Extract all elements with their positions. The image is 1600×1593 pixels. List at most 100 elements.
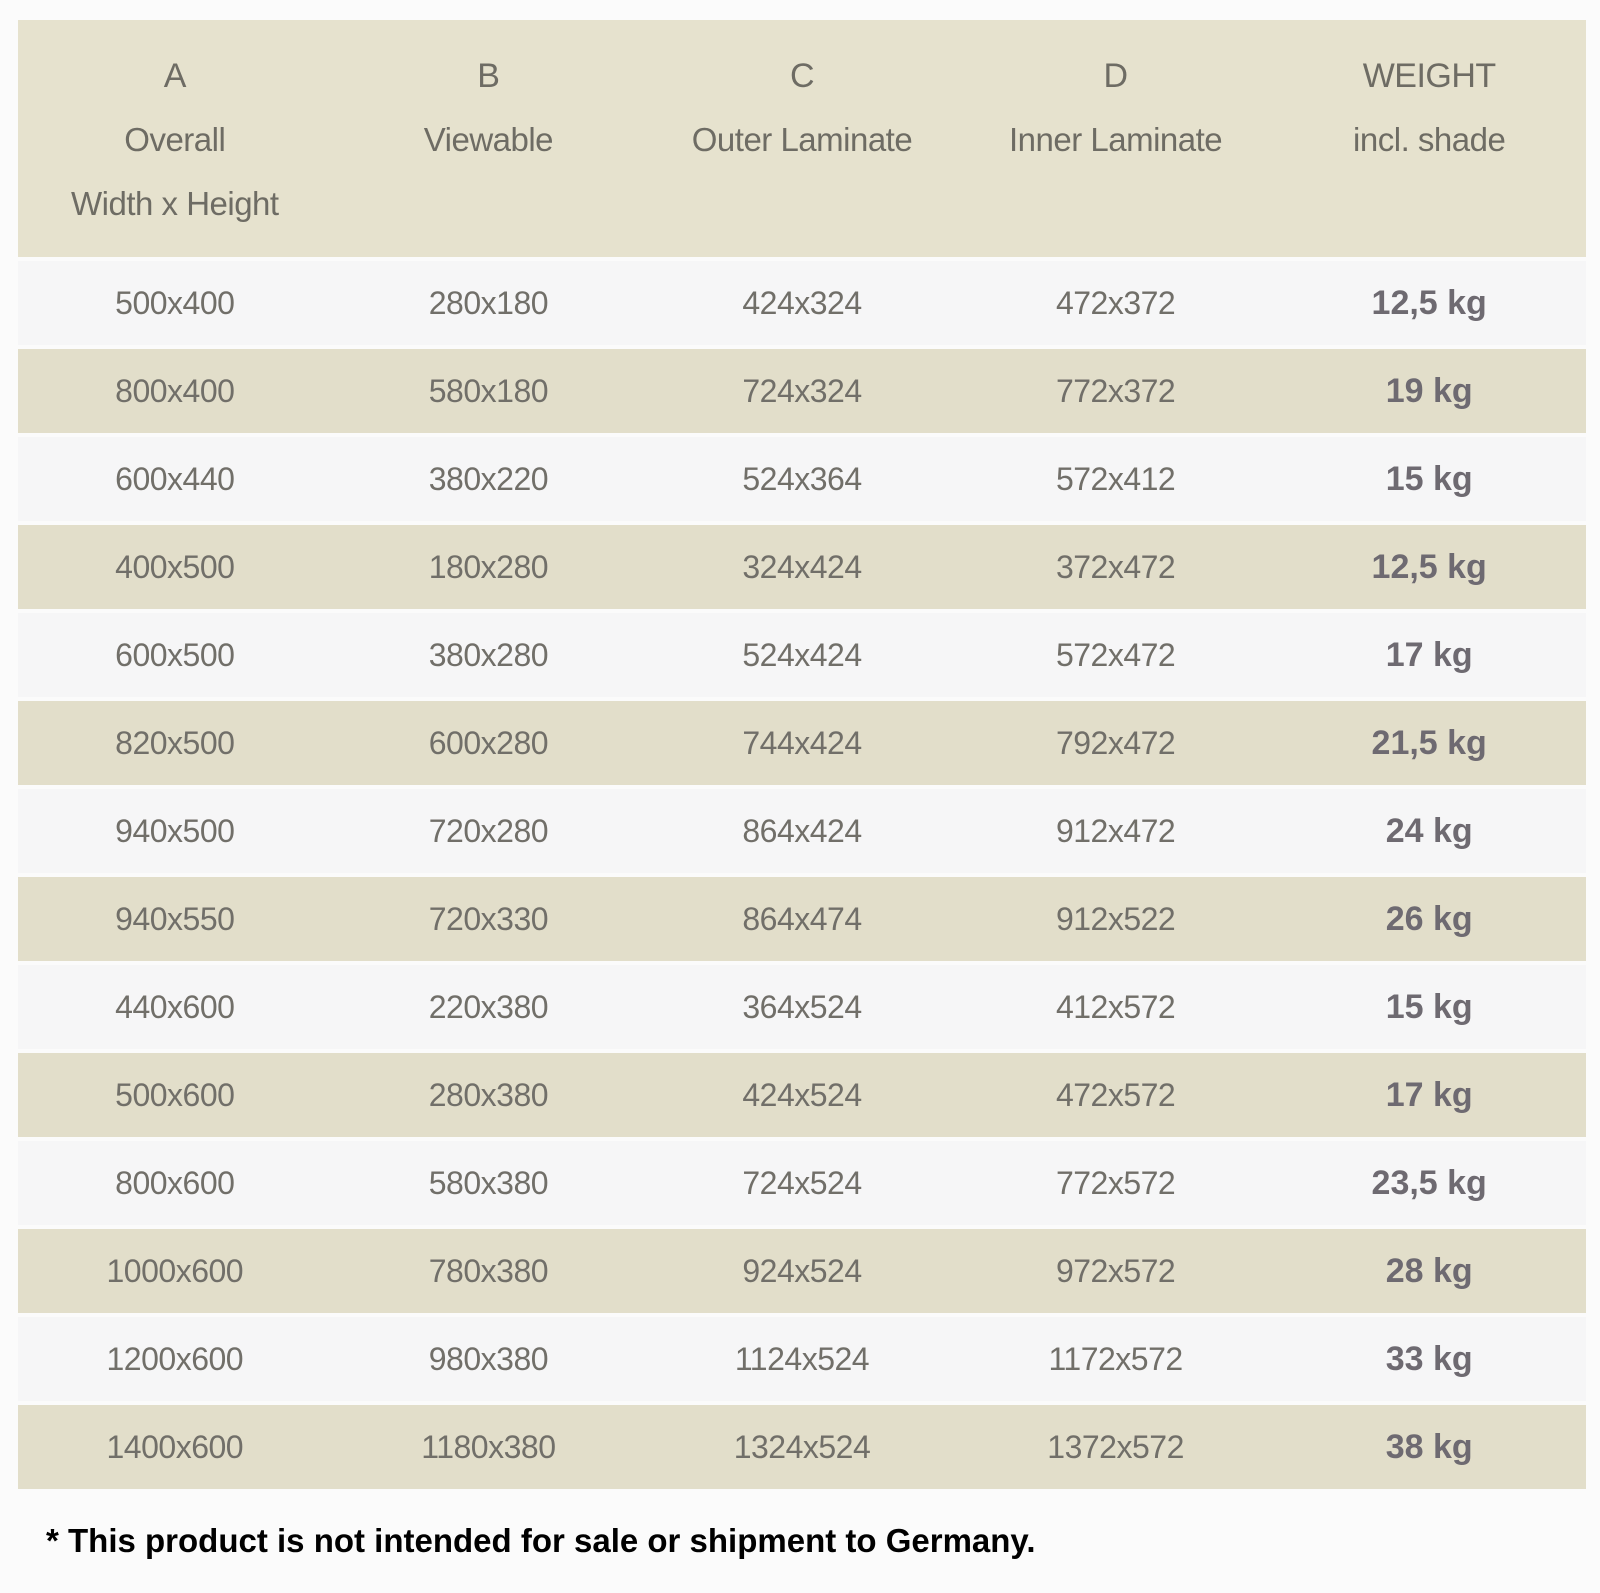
dimension-cell: 600x500 xyxy=(18,613,332,697)
dimension-cell: 1324x524 xyxy=(645,1405,959,1489)
dimension-cell: 572x472 xyxy=(958,613,1273,697)
table-header: A Overall Width x Height B Viewable C Ou… xyxy=(18,20,1586,257)
column-letter: WEIGHT xyxy=(1362,57,1496,95)
column-label: Outer Laminate xyxy=(691,121,913,158)
dimension-cell: 324x424 xyxy=(645,525,959,609)
table-row: 440x600 220x380 364x524 412x572 15 kg xyxy=(18,965,1586,1049)
table-row: 400x500 180x280 324x424 372x472 12,5 kg xyxy=(18,525,1586,609)
column-label: incl. shade xyxy=(1353,121,1506,158)
column-header-weight: WEIGHT incl. shade xyxy=(1272,20,1586,257)
dimension-cell: 720x330 xyxy=(331,877,646,961)
dimension-cell: 364x524 xyxy=(645,965,959,1049)
dimension-cell: 472x372 xyxy=(958,261,1273,345)
dimension-cell: 940x550 xyxy=(18,877,332,961)
dimension-cell: 500x400 xyxy=(18,261,332,345)
weight-cell: 33 kg xyxy=(1272,1317,1586,1401)
table-row: 940x550 720x330 864x474 912x522 26 kg xyxy=(18,877,1586,961)
weight-cell: 28 kg xyxy=(1272,1229,1586,1313)
weight-cell: 26 kg xyxy=(1272,877,1586,961)
table-row: 600x440 380x220 524x364 572x412 15 kg xyxy=(18,437,1586,521)
weight-cell: 17 kg xyxy=(1272,613,1586,697)
dimension-cell: 380x280 xyxy=(331,613,646,697)
column-header-b: B Viewable xyxy=(331,20,646,257)
dimension-cell: 820x500 xyxy=(18,701,332,785)
dimension-cell: 600x280 xyxy=(331,701,646,785)
column-letter: C xyxy=(789,57,815,95)
dimension-cell: 280x180 xyxy=(331,261,646,345)
table-header-row: A Overall Width x Height B Viewable C Ou… xyxy=(18,20,1586,257)
spec-table: A Overall Width x Height B Viewable C Ou… xyxy=(18,16,1586,1493)
weight-cell: 15 kg xyxy=(1272,437,1586,521)
table-row: 1400x600 1180x380 1324x524 1372x572 38 kg xyxy=(18,1405,1586,1489)
dimension-cell: 980x380 xyxy=(331,1317,646,1401)
dimension-cell: 772x572 xyxy=(958,1141,1273,1225)
dimension-cell: 472x572 xyxy=(958,1053,1273,1137)
dimension-cell: 280x380 xyxy=(331,1053,646,1137)
weight-cell: 38 kg xyxy=(1272,1405,1586,1489)
dimension-cell: 1372x572 xyxy=(958,1405,1273,1489)
dimension-cell: 940x500 xyxy=(18,789,332,873)
dimension-cell: 1000x600 xyxy=(18,1229,332,1313)
dimension-cell: 524x424 xyxy=(645,613,959,697)
dimension-cell: 972x572 xyxy=(958,1229,1273,1313)
dimension-cell: 440x600 xyxy=(18,965,332,1049)
dimension-cell: 1200x600 xyxy=(18,1317,332,1401)
dimension-cell: 380x220 xyxy=(331,437,646,521)
weight-cell: 15 kg xyxy=(1272,965,1586,1049)
weight-cell: 24 kg xyxy=(1272,789,1586,873)
column-letter: D xyxy=(1103,57,1129,95)
dimension-cell: 372x472 xyxy=(958,525,1273,609)
table-row: 820x500 600x280 744x424 792x472 21,5 kg xyxy=(18,701,1586,785)
table-row: 940x500 720x280 864x424 912x472 24 kg xyxy=(18,789,1586,873)
dimension-cell: 780x380 xyxy=(331,1229,646,1313)
weight-cell: 23,5 kg xyxy=(1272,1141,1586,1225)
dimension-cell: 580x380 xyxy=(331,1141,646,1225)
table-row: 600x500 380x280 524x424 572x472 17 kg xyxy=(18,613,1586,697)
dimension-cell: 724x524 xyxy=(645,1141,959,1225)
dimension-cell: 1124x524 xyxy=(645,1317,959,1401)
dimension-cell: 180x280 xyxy=(331,525,646,609)
column-sublabel: Width x Height xyxy=(71,185,279,222)
column-label: Inner Laminate xyxy=(1009,121,1223,158)
dimension-cell: 1180x380 xyxy=(331,1405,646,1489)
dimension-cell: 500x600 xyxy=(18,1053,332,1137)
dimension-cell: 792x472 xyxy=(958,701,1273,785)
table-row: 1200x600 980x380 1124x524 1172x572 33 kg xyxy=(18,1317,1586,1401)
column-label: Overall xyxy=(124,121,226,158)
dimension-cell: 220x380 xyxy=(331,965,646,1049)
weight-cell: 21,5 kg xyxy=(1272,701,1586,785)
column-header-c: C Outer Laminate xyxy=(645,20,959,257)
dimension-cell: 1172x572 xyxy=(958,1317,1273,1401)
weight-cell: 12,5 kg xyxy=(1272,261,1586,345)
dimension-cell: 600x440 xyxy=(18,437,332,521)
table-row: 800x400 580x180 724x324 772x372 19 kg xyxy=(18,349,1586,433)
dimension-cell: 572x412 xyxy=(958,437,1273,521)
column-letter: B xyxy=(477,57,500,95)
dimension-cell: 724x324 xyxy=(645,349,959,433)
dimension-cell: 864x424 xyxy=(645,789,959,873)
dimension-cell: 424x324 xyxy=(645,261,959,345)
dimension-cell: 800x400 xyxy=(18,349,332,433)
column-header-d: D Inner Laminate xyxy=(958,20,1273,257)
footnote: * This product is not intended for sale … xyxy=(46,1522,1036,1559)
weight-cell: 17 kg xyxy=(1272,1053,1586,1137)
dimension-cell: 744x424 xyxy=(645,701,959,785)
table-row: 500x600 280x380 424x524 472x572 17 kg xyxy=(18,1053,1586,1137)
table-body: 500x400 280x180 424x324 472x372 12,5 kg 800x4… xyxy=(18,261,1586,1489)
dimension-cell: 912x472 xyxy=(958,789,1273,873)
table-row: 1000x600 780x380 924x524 972x572 28 kg xyxy=(18,1229,1586,1313)
dimension-cell: 864x474 xyxy=(645,877,959,961)
column-header-a: A Overall Width x Height xyxy=(18,20,332,257)
dimension-cell: 772x372 xyxy=(958,349,1273,433)
column-label: Viewable xyxy=(423,121,554,158)
dimension-cell: 800x600 xyxy=(18,1141,332,1225)
weight-cell: 19 kg xyxy=(1272,349,1586,433)
dimension-cell: 924x524 xyxy=(645,1229,959,1313)
dimension-cell: 1400x600 xyxy=(18,1405,332,1489)
weight-cell: 12,5 kg xyxy=(1272,525,1586,609)
table-row: 500x400 280x180 424x324 472x372 12,5 kg xyxy=(18,261,1586,345)
column-letter: A xyxy=(163,57,187,95)
dimension-cell: 412x572 xyxy=(958,965,1273,1049)
dimension-cell: 720x280 xyxy=(331,789,646,873)
